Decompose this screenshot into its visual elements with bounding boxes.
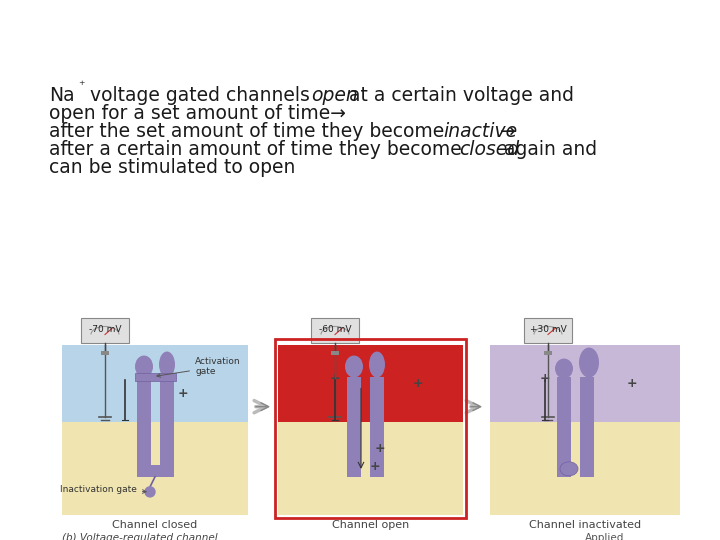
Bar <box>62 345 248 422</box>
Bar <box>278 422 463 515</box>
Text: inactive: inactive <box>444 122 518 141</box>
Bar <box>557 376 571 477</box>
Bar <box>137 376 151 477</box>
Text: +30 mV: +30 mV <box>530 325 567 334</box>
Text: Activation
gate: Activation gate <box>157 357 240 377</box>
Bar <box>275 340 466 518</box>
Bar <box>370 376 384 477</box>
Bar <box>62 422 248 515</box>
Bar <box>135 373 176 381</box>
Bar <box>544 350 552 355</box>
Bar <box>311 319 359 342</box>
Circle shape <box>145 487 155 497</box>
Text: +: + <box>413 376 423 390</box>
Text: +: + <box>178 387 189 400</box>
Text: +: + <box>627 376 638 390</box>
Bar <box>490 422 680 515</box>
Bar <box>160 376 174 477</box>
Text: closed: closed <box>459 140 520 159</box>
Bar <box>278 345 463 422</box>
Text: voltage gated channels: voltage gated channels <box>84 86 315 105</box>
Text: →: → <box>494 122 516 141</box>
Text: -70 mV: -70 mV <box>89 325 121 334</box>
Text: +: + <box>370 460 381 473</box>
Text: after a certain amount of time they become: after a certain amount of time they beco… <box>49 140 468 159</box>
Ellipse shape <box>159 352 175 377</box>
Ellipse shape <box>369 352 385 377</box>
Ellipse shape <box>579 348 599 377</box>
Text: Na: Na <box>49 86 75 105</box>
Ellipse shape <box>560 462 578 476</box>
Bar <box>347 376 361 477</box>
Text: open for a set amount of time→: open for a set amount of time→ <box>49 104 346 123</box>
Text: at a certain voltage and: at a certain voltage and <box>343 86 574 105</box>
Ellipse shape <box>345 355 363 377</box>
Text: Channel closed: Channel closed <box>112 520 197 530</box>
Text: ⁺: ⁺ <box>78 79 84 92</box>
Text: again and: again and <box>498 140 598 159</box>
Bar <box>101 350 109 355</box>
Bar <box>331 350 339 355</box>
Text: Inactivation gate: Inactivation gate <box>60 485 146 494</box>
Text: +: + <box>540 372 551 384</box>
Ellipse shape <box>135 355 153 377</box>
Text: +: + <box>330 372 341 384</box>
Bar <box>81 319 129 342</box>
Bar <box>490 345 680 422</box>
Bar <box>580 376 594 477</box>
Text: +: + <box>375 442 386 455</box>
Ellipse shape <box>555 359 573 379</box>
Text: Voltage Gated Channels: Voltage Gated Channels <box>92 17 709 60</box>
Text: Channel inactivated: Channel inactivated <box>529 520 641 530</box>
Text: (b) Voltage-regulated channel: (b) Voltage-regulated channel <box>62 533 217 540</box>
Bar <box>524 319 572 342</box>
Bar <box>137 465 174 477</box>
Text: Channel open: Channel open <box>332 520 409 530</box>
Text: -60 mV: -60 mV <box>319 325 351 334</box>
Text: open: open <box>311 86 358 105</box>
Text: +: + <box>83 9 102 33</box>
Text: Applied: Applied <box>585 533 625 540</box>
Text: Na: Na <box>18 17 85 60</box>
Text: can be stimulated to open: can be stimulated to open <box>49 158 295 177</box>
Text: after the set amount of time they become: after the set amount of time they become <box>49 122 450 141</box>
